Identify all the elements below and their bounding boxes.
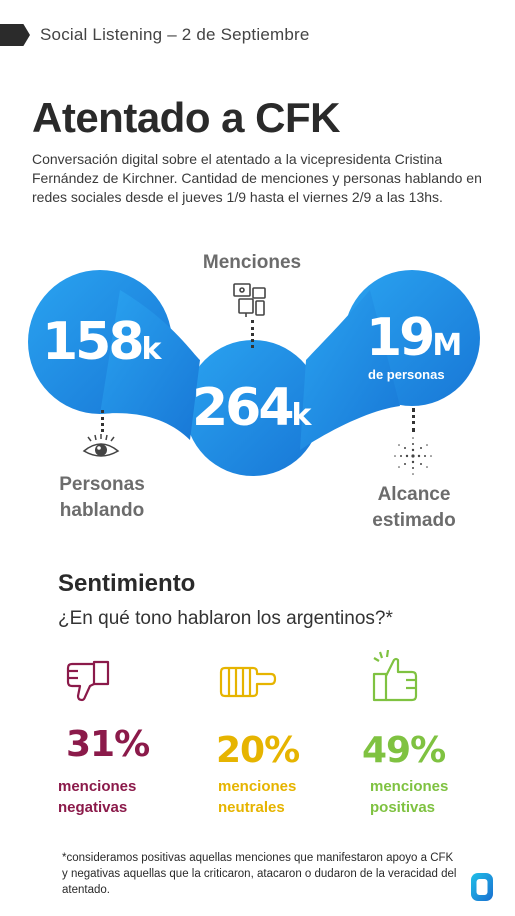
brand-logo-icon	[471, 873, 493, 901]
header-bar: Social Listening – 2 de Septiembre	[0, 24, 515, 46]
personas-connector	[101, 410, 104, 432]
neutral-percent: 20%	[216, 730, 300, 771]
alcance-sub: de personas	[368, 367, 445, 382]
sentiment-question: ¿En qué tono hablaron los argentinos?*	[58, 608, 393, 629]
menciones-value: 264k	[192, 378, 311, 438]
header-text: Social Listening – 2 de Septiembre	[40, 25, 310, 44]
metrics-blob	[28, 270, 480, 476]
devices-icon	[233, 283, 266, 317]
negative-label: menciones negativas	[58, 778, 137, 816]
personas-value: 158k	[42, 312, 161, 372]
sentiment-title: Sentimiento	[58, 570, 196, 597]
alcance-connector	[412, 408, 415, 432]
footnote: *consideramos positivas aquellas mencion…	[62, 852, 457, 896]
positive-percent: 49%	[362, 730, 446, 771]
page-title: Atentado a CFK	[32, 94, 341, 141]
eye-icon	[82, 434, 120, 457]
negative-percent: 31%	[66, 724, 150, 765]
sideways-thumb-icon	[219, 666, 277, 698]
menciones-label: Menciones	[202, 252, 302, 273]
alcance-value: 19M	[366, 308, 462, 368]
positive-label: menciones positivas	[370, 778, 449, 816]
header-tab-marker	[0, 24, 30, 46]
thumbs-down-icon	[66, 660, 110, 702]
menciones-connector	[251, 320, 254, 348]
neutral-label: menciones neutrales	[218, 778, 297, 816]
page-description: Conversación digital sobre el atentado a…	[32, 151, 482, 205]
radar-dots-icon	[394, 437, 432, 475]
thumbs-up-icon	[372, 650, 418, 702]
personas-label: Personas hablando	[59, 474, 145, 521]
alcance-label: Alcance estimado	[372, 484, 456, 531]
